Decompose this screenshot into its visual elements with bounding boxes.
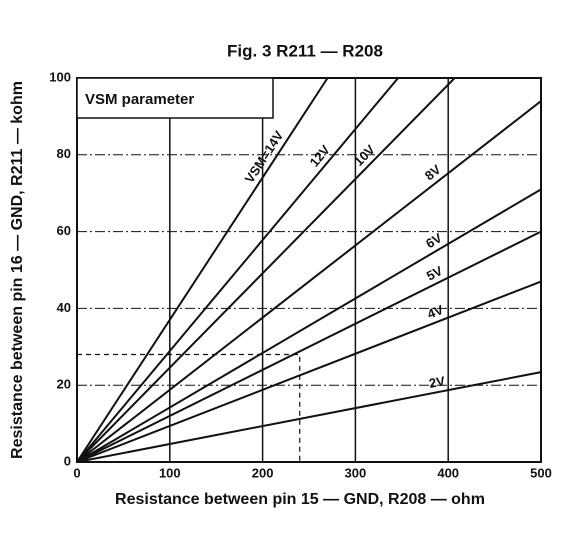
x-axis-label: Resistance between pin 15 — GND, R208 — … [115, 491, 485, 508]
line [76, 77, 456, 463]
y-tick-label: 40 [57, 300, 71, 315]
y-axis-label: Resistance between pin 16 — GND, R211 — … [9, 81, 26, 459]
x-tick-label: 100 [159, 465, 181, 480]
line [76, 77, 329, 463]
line [76, 371, 542, 463]
y-tick-label: 20 [57, 377, 71, 392]
y-tick-label: 60 [57, 223, 71, 238]
chart-title: Fig. 3 R211 — R208 [227, 41, 383, 60]
y-tick-label: 0 [64, 453, 71, 468]
series-label: 12V [307, 142, 334, 170]
x-tick-label: 300 [345, 465, 367, 480]
x-tick-label: 500 [530, 465, 552, 480]
x-tick-label: 200 [252, 465, 274, 480]
line [76, 100, 542, 463]
line [76, 77, 399, 463]
series-label: 4V [425, 302, 446, 322]
series-label: 6V [423, 230, 445, 251]
y-tick-label: 80 [57, 146, 71, 161]
line [76, 280, 542, 463]
legend-box [76, 77, 274, 119]
y-tick-label: 100 [49, 69, 71, 84]
reference-line [77, 353, 301, 462]
line [76, 188, 542, 463]
x-tick-label: 400 [437, 465, 459, 480]
plot-frame [76, 77, 542, 463]
series-label: 5V [424, 263, 445, 284]
series-label: 2V [428, 373, 447, 391]
line [76, 230, 542, 463]
x-tick-label: 0 [73, 465, 80, 480]
legend-title: VSM parameter [85, 91, 194, 108]
